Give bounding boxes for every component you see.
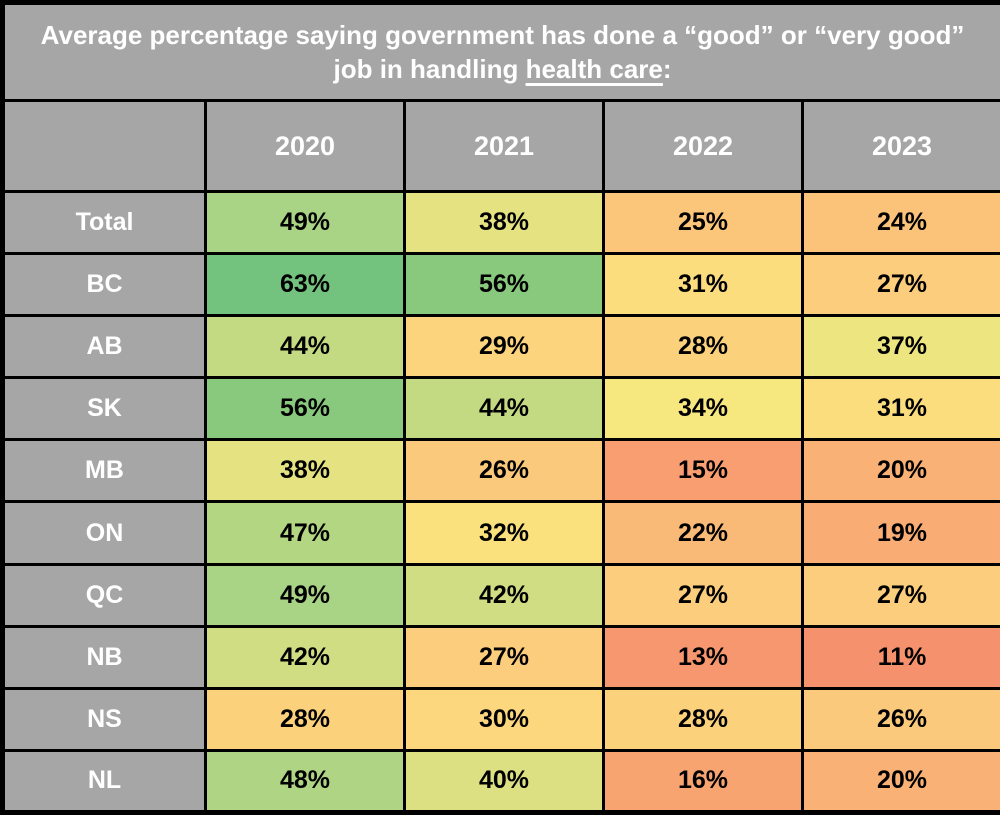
cell-SK-2020: 56% xyxy=(204,376,406,442)
table-title: Average percentage saying government has… xyxy=(0,1,1000,102)
table-row-SK: SK 56% 44% 34% 31% xyxy=(1,376,1000,442)
cell-NL-2021: 40% xyxy=(403,748,605,815)
cell-ON-2022: 22% xyxy=(602,500,804,566)
row-label-NS: NS xyxy=(1,686,207,752)
table-row-BC: BC 63% 56% 31% 27% xyxy=(1,252,1000,318)
cell-ON-2023: 19% xyxy=(800,500,1000,566)
row-label-ON: ON xyxy=(1,500,207,566)
row-label-AB: AB xyxy=(1,314,207,380)
cell-NL-2020: 48% xyxy=(204,748,406,815)
cell-ON-2021: 32% xyxy=(403,500,605,566)
cell-BC-2023: 27% xyxy=(800,252,1000,318)
table-row-Total: Total 49% 38% 25% 24% xyxy=(1,189,1000,256)
year-header-row: 2020 2021 2022 2023 xyxy=(1,99,1000,193)
cell-MB-2022: 15% xyxy=(602,438,804,504)
table-row-NL: NL 48% 40% 16% 20% xyxy=(1,748,1000,815)
row-label-BC: BC xyxy=(1,252,207,318)
cell-ON-2020: 47% xyxy=(204,500,406,566)
table-row-NS: NS 28% 30% 28% 26% xyxy=(1,686,1000,752)
cell-NL-2022: 16% xyxy=(602,748,804,815)
table-row-NB: NB 42% 27% 13% 11% xyxy=(1,624,1000,690)
row-label-SK: SK xyxy=(1,376,207,442)
title-row: Average percentage saying government has… xyxy=(0,1,1000,102)
year-header-2020: 2020 xyxy=(204,99,406,193)
table-row-QC: QC 49% 42% 27% 27% xyxy=(1,562,1000,628)
row-label-NB: NB xyxy=(1,624,207,690)
table-row-ON: ON 47% 32% 22% 19% xyxy=(1,500,1000,566)
row-label-Total: Total xyxy=(1,189,207,256)
table-row-AB: AB 44% 29% 28% 37% xyxy=(1,314,1000,380)
cell-QC-2023: 27% xyxy=(800,562,1000,628)
cell-NB-2021: 27% xyxy=(403,624,605,690)
cell-QC-2022: 27% xyxy=(602,562,804,628)
table-row-MB: MB 38% 26% 15% 20% xyxy=(1,438,1000,504)
year-header-2023: 2023 xyxy=(800,99,1000,193)
cell-Total-2021: 38% xyxy=(403,189,605,256)
cell-SK-2023: 31% xyxy=(800,376,1000,442)
cell-NB-2023: 11% xyxy=(800,624,1000,690)
table-body: Total 49% 38% 25% 24% BC 63% 56% 31% 27% AB 44% 29% 2… xyxy=(1,189,1000,815)
cell-BC-2020: 63% xyxy=(204,252,406,318)
corner-cell xyxy=(1,99,207,193)
cell-NL-2023: 20% xyxy=(800,748,1000,815)
cell-BC-2022: 31% xyxy=(602,252,804,318)
year-header-2021: 2021 xyxy=(403,99,605,193)
cell-NS-2023: 26% xyxy=(800,686,1000,752)
row-label-MB: MB xyxy=(1,438,207,504)
cell-NS-2022: 28% xyxy=(602,686,804,752)
cell-MB-2020: 38% xyxy=(204,438,406,504)
row-label-QC: QC xyxy=(1,562,207,628)
cell-AB-2021: 29% xyxy=(403,314,605,380)
cell-NB-2022: 13% xyxy=(602,624,804,690)
title-text: Average percentage saying government has… xyxy=(40,19,965,84)
cell-QC-2020: 49% xyxy=(204,562,406,628)
cell-Total-2023: 24% xyxy=(800,189,1000,256)
cell-BC-2021: 56% xyxy=(403,252,605,318)
row-label-NL: NL xyxy=(1,748,207,815)
year-header-2022: 2022 xyxy=(602,99,804,193)
cell-SK-2022: 34% xyxy=(602,376,804,442)
title-underlined-term: health care xyxy=(525,54,663,84)
cell-AB-2020: 44% xyxy=(204,314,406,380)
cell-AB-2023: 37% xyxy=(800,314,1000,380)
cell-NS-2021: 30% xyxy=(403,686,605,752)
cell-MB-2023: 20% xyxy=(800,438,1000,504)
cell-Total-2020: 49% xyxy=(204,189,406,256)
cell-Total-2022: 25% xyxy=(602,189,804,256)
cell-SK-2021: 44% xyxy=(403,376,605,442)
cell-QC-2021: 42% xyxy=(403,562,605,628)
cell-NS-2020: 28% xyxy=(204,686,406,752)
cell-AB-2022: 28% xyxy=(602,314,804,380)
cell-NB-2020: 42% xyxy=(204,624,406,690)
title-colon: : xyxy=(662,54,672,84)
cell-MB-2021: 26% xyxy=(403,438,605,504)
